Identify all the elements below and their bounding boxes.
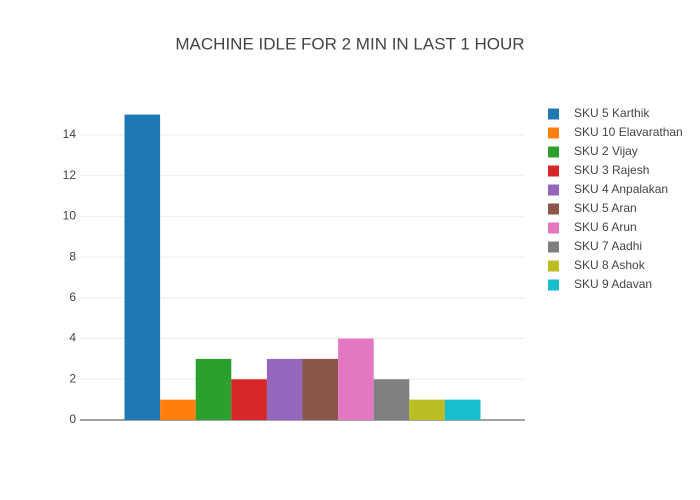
legend-label[interactable]: SKU 6 Arun (574, 220, 637, 234)
bar (302, 358, 339, 420)
bar (373, 379, 410, 420)
legend-label[interactable]: SKU 8 Ashok (574, 258, 646, 272)
bar (444, 399, 481, 420)
legend-label[interactable]: SKU 4 Anpalakan (574, 182, 668, 196)
bar (231, 379, 267, 420)
legend-label[interactable]: SKU 3 Rajesh (574, 163, 649, 177)
bar (195, 358, 232, 420)
y-tick-label: 12 (63, 168, 77, 182)
y-tick-label: 2 (69, 371, 76, 385)
bar (266, 358, 303, 420)
y-tick-label: 14 (63, 127, 77, 141)
legend-swatch[interactable] (548, 279, 559, 291)
legend-swatch[interactable] (548, 184, 559, 196)
y-tick-label: 8 (69, 249, 76, 263)
legend-swatch[interactable] (548, 260, 559, 272)
y-tick-label: 0 (69, 412, 76, 426)
legend-label[interactable]: SKU 5 Aran (574, 201, 637, 215)
y-tick-label: 6 (69, 290, 76, 304)
bar (338, 338, 374, 420)
bar (124, 114, 161, 421)
y-tick-label: 10 (63, 209, 77, 223)
bar (409, 399, 445, 420)
bar (160, 399, 196, 420)
chart-title: MACHINE IDLE FOR 2 MIN IN LAST 1 HOUR (175, 34, 524, 53)
legend-label[interactable]: SKU 10 Elavarathan (574, 125, 683, 139)
legend-swatch[interactable] (548, 241, 559, 253)
legend-swatch[interactable] (548, 165, 559, 177)
legend-label[interactable]: SKU 9 Adavan (574, 277, 652, 291)
y-tick-label: 4 (69, 331, 76, 345)
legend-label[interactable]: SKU 2 Vijay (574, 144, 638, 158)
legend-swatch[interactable] (548, 108, 559, 120)
legend-swatch[interactable] (548, 222, 559, 234)
legend-swatch[interactable] (548, 203, 559, 215)
legend-swatch[interactable] (548, 127, 559, 139)
legend-swatch[interactable] (548, 146, 559, 158)
legend-label[interactable]: SKU 5 Karthik (574, 106, 650, 120)
legend-label[interactable]: SKU 7 Aadhi (574, 239, 642, 253)
